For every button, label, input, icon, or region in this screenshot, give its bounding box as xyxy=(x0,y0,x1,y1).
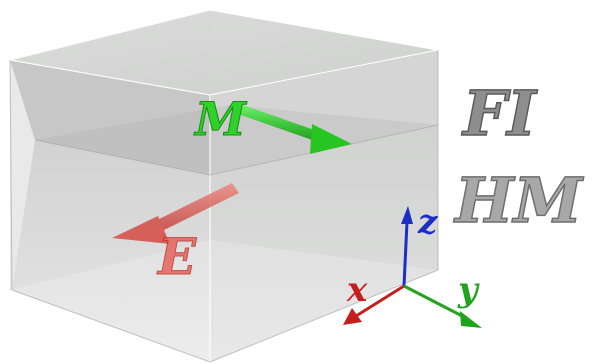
magnetization-label: M xyxy=(193,92,248,146)
electric-field-head xyxy=(112,216,170,244)
x-axis-head xyxy=(343,308,362,325)
magnetization-head xyxy=(310,124,352,154)
y-axis-label: y xyxy=(457,270,480,310)
coordinate-axes xyxy=(343,206,482,328)
hm-layer-front-face xyxy=(12,140,210,362)
fi-layer-side-face xyxy=(210,50,438,175)
y-axis-head xyxy=(460,311,482,328)
bilayer-box xyxy=(9,9,439,363)
fi-layer-label: FI xyxy=(461,77,538,150)
magnetization-arrow xyxy=(238,104,352,154)
magnetization-shaft xyxy=(238,104,320,142)
z-axis-label: z xyxy=(417,202,438,242)
x-axis-label: x xyxy=(346,270,368,310)
y-axis-line xyxy=(403,284,467,320)
electric-field-arrow xyxy=(112,183,239,244)
electric-field-label: E xyxy=(156,227,197,286)
electric-field-shaft xyxy=(151,183,239,233)
hm-layer-label: HM xyxy=(453,164,585,237)
z-axis-line xyxy=(402,221,409,287)
z-axis-head xyxy=(401,206,413,224)
box-edges xyxy=(9,9,439,362)
x-axis-line xyxy=(355,284,405,318)
hm-layer-side-face xyxy=(210,125,438,362)
fi-layer-front-face xyxy=(10,60,210,175)
